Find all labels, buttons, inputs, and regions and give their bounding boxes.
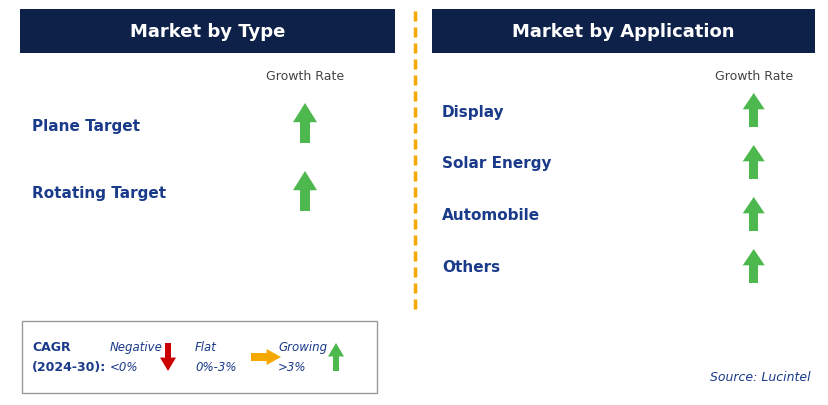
Text: Market by Type: Market by Type xyxy=(130,23,285,41)
Polygon shape xyxy=(749,162,758,179)
Polygon shape xyxy=(251,353,267,361)
FancyBboxPatch shape xyxy=(22,321,377,393)
Polygon shape xyxy=(749,266,758,284)
FancyBboxPatch shape xyxy=(20,10,394,54)
Polygon shape xyxy=(749,214,758,231)
Text: Growth Rate: Growth Rate xyxy=(266,69,344,82)
Text: Source: Lucintel: Source: Lucintel xyxy=(710,370,810,383)
Polygon shape xyxy=(165,343,171,358)
Polygon shape xyxy=(742,146,763,162)
Text: Growing: Growing xyxy=(277,341,327,354)
Text: Market by Application: Market by Application xyxy=(512,23,734,41)
Text: CAGR: CAGR xyxy=(32,341,70,354)
Polygon shape xyxy=(160,358,176,371)
Polygon shape xyxy=(267,349,281,365)
Text: 0%-3%: 0%-3% xyxy=(195,360,236,373)
Text: Growth Rate: Growth Rate xyxy=(714,69,792,82)
Text: Others: Others xyxy=(441,260,499,275)
FancyBboxPatch shape xyxy=(431,10,814,54)
Polygon shape xyxy=(332,356,339,371)
Text: Negative: Negative xyxy=(110,341,162,354)
Polygon shape xyxy=(328,343,344,356)
Polygon shape xyxy=(742,249,763,266)
Polygon shape xyxy=(749,110,758,128)
Text: Rotating Target: Rotating Target xyxy=(32,186,166,201)
Polygon shape xyxy=(300,123,310,144)
Polygon shape xyxy=(742,198,763,214)
Text: Automobile: Automobile xyxy=(441,208,540,223)
Text: Display: Display xyxy=(441,104,504,119)
Text: >3%: >3% xyxy=(277,360,306,373)
Text: Plane Target: Plane Target xyxy=(32,118,140,133)
Polygon shape xyxy=(292,104,316,123)
Polygon shape xyxy=(292,172,316,191)
Polygon shape xyxy=(742,94,763,110)
Text: Solar Energy: Solar Energy xyxy=(441,156,551,171)
Text: Flat: Flat xyxy=(195,341,217,354)
Text: (2024-30):: (2024-30): xyxy=(32,360,106,373)
Text: <0%: <0% xyxy=(110,360,138,373)
Polygon shape xyxy=(300,191,310,211)
